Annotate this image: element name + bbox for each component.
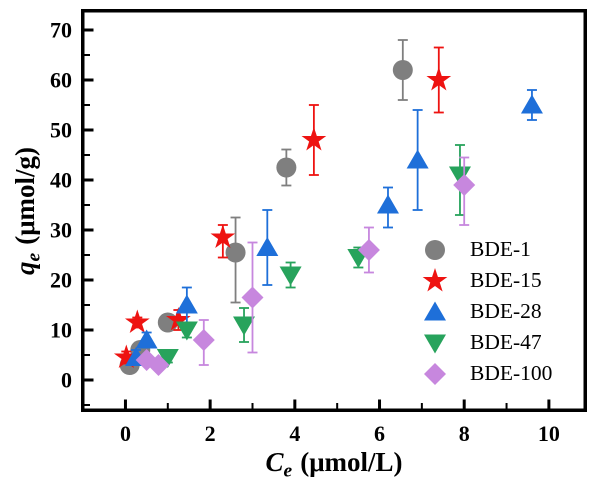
- plot-frame: [81, 9, 587, 412]
- data-point-BDE-47: [175, 321, 198, 341]
- x-tick-label: 8: [459, 421, 470, 446]
- y-tick-label: 0: [61, 368, 72, 393]
- data-point-BDE-28: [376, 194, 399, 214]
- legend-item-BDE-1: BDE-1: [420, 234, 552, 265]
- y-tick-label: 20: [50, 268, 72, 293]
- data-point-BDE-28: [135, 329, 158, 349]
- axis-ticks: [82, 28, 551, 409]
- legend-marker-diamond-icon: [424, 362, 446, 385]
- legend-marker-triangle-down-icon: [424, 334, 446, 353]
- x-tick-label: 4: [289, 421, 300, 446]
- legend-marker-BDE-28: [424, 301, 446, 320]
- data-point-BDE-28: [256, 237, 279, 256]
- legend-marker-circle-icon: [425, 239, 445, 260]
- legend-marker-BDE-47: [424, 334, 446, 353]
- data-point-BDE-100: [241, 286, 264, 309]
- data-point-BDE-15: [301, 127, 327, 151]
- y-tick-label: 50: [50, 118, 72, 143]
- data-point-BDE-15: [426, 67, 452, 91]
- data-point-BDE-47: [233, 316, 256, 336]
- y-tick-label: 30: [50, 218, 72, 243]
- data-point-BDE-28: [520, 94, 543, 114]
- x-tick-labels: 0 2 4 6 8 10: [120, 421, 560, 446]
- x-axis-unit: (μmol/L): [300, 447, 403, 477]
- y-tick-label: 10: [50, 318, 72, 343]
- data-point-BDE-28: [175, 294, 198, 314]
- legend-label: BDE-100: [470, 361, 553, 385]
- y-tick-label: 40: [50, 168, 72, 193]
- legend-item-BDE-15: BDE-15: [420, 265, 552, 296]
- x-axis-symbol: C: [265, 447, 284, 477]
- chart-legend: BDE-1 BDE-15 BDE-28 BDE-47 BDE-100: [420, 234, 552, 389]
- legend-marker-BDE-15: [422, 267, 448, 292]
- x-tick-label: 6: [374, 421, 385, 446]
- data-point-BDE-47: [279, 266, 302, 286]
- series-BDE-15: [113, 46, 452, 369]
- legend-item-BDE-28: BDE-28: [420, 296, 552, 327]
- data-point-BDE-1: [276, 157, 297, 178]
- data-point-BDE-47: [448, 166, 471, 186]
- data-point-BDE-15: [166, 307, 191, 331]
- legend-label: BDE-28: [470, 299, 542, 323]
- legend-item-BDE-47: BDE-47: [420, 327, 552, 358]
- data-point-BDE-1: [392, 60, 413, 80]
- data-point-BDE-100: [357, 239, 380, 261]
- series-BDE-100: [135, 156, 476, 376]
- legend-label: BDE-47: [470, 330, 542, 354]
- y-axis-title: qe (μmol/g): [10, 11, 44, 411]
- x-tick-label: 2: [205, 421, 216, 446]
- data-point-BDE-15: [124, 309, 150, 334]
- legend-marker-star-icon: [422, 267, 448, 292]
- y-axis-subscript: e: [23, 252, 45, 262]
- data-point-BDE-47: [156, 349, 179, 368]
- x-axis-title: Ce (μmol/L): [81, 447, 587, 482]
- y-tick-label: 60: [50, 68, 72, 93]
- y-axis-unit: (μmol/g): [10, 146, 40, 245]
- y-axis-symbol: q: [10, 261, 40, 276]
- data-point-BDE-15: [113, 344, 139, 369]
- data-point-BDE-100: [453, 174, 476, 196]
- y-tick-label: 70: [50, 18, 72, 43]
- y-tick-labels: 0 10 20 30 40 50 60 70: [50, 18, 72, 393]
- legend-label: BDE-1: [470, 237, 531, 261]
- data-point-BDE-1: [225, 242, 246, 263]
- data-point-BDE-100: [192, 329, 215, 351]
- legend-marker-BDE-1: [425, 239, 445, 260]
- data-point-BDE-28: [406, 149, 429, 169]
- legend-label: BDE-15: [470, 268, 542, 292]
- x-tick-label: 0: [120, 421, 131, 446]
- x-axis-subscript: e: [283, 460, 293, 482]
- data-point-BDE-15: [210, 224, 236, 249]
- legend-marker-BDE-100: [424, 362, 446, 385]
- x-tick-label: 10: [538, 421, 560, 446]
- legend-marker-triangle-up-icon: [424, 301, 446, 320]
- legend-item-BDE-100: BDE-100: [420, 358, 552, 389]
- data-point-BDE-100: [147, 354, 170, 376]
